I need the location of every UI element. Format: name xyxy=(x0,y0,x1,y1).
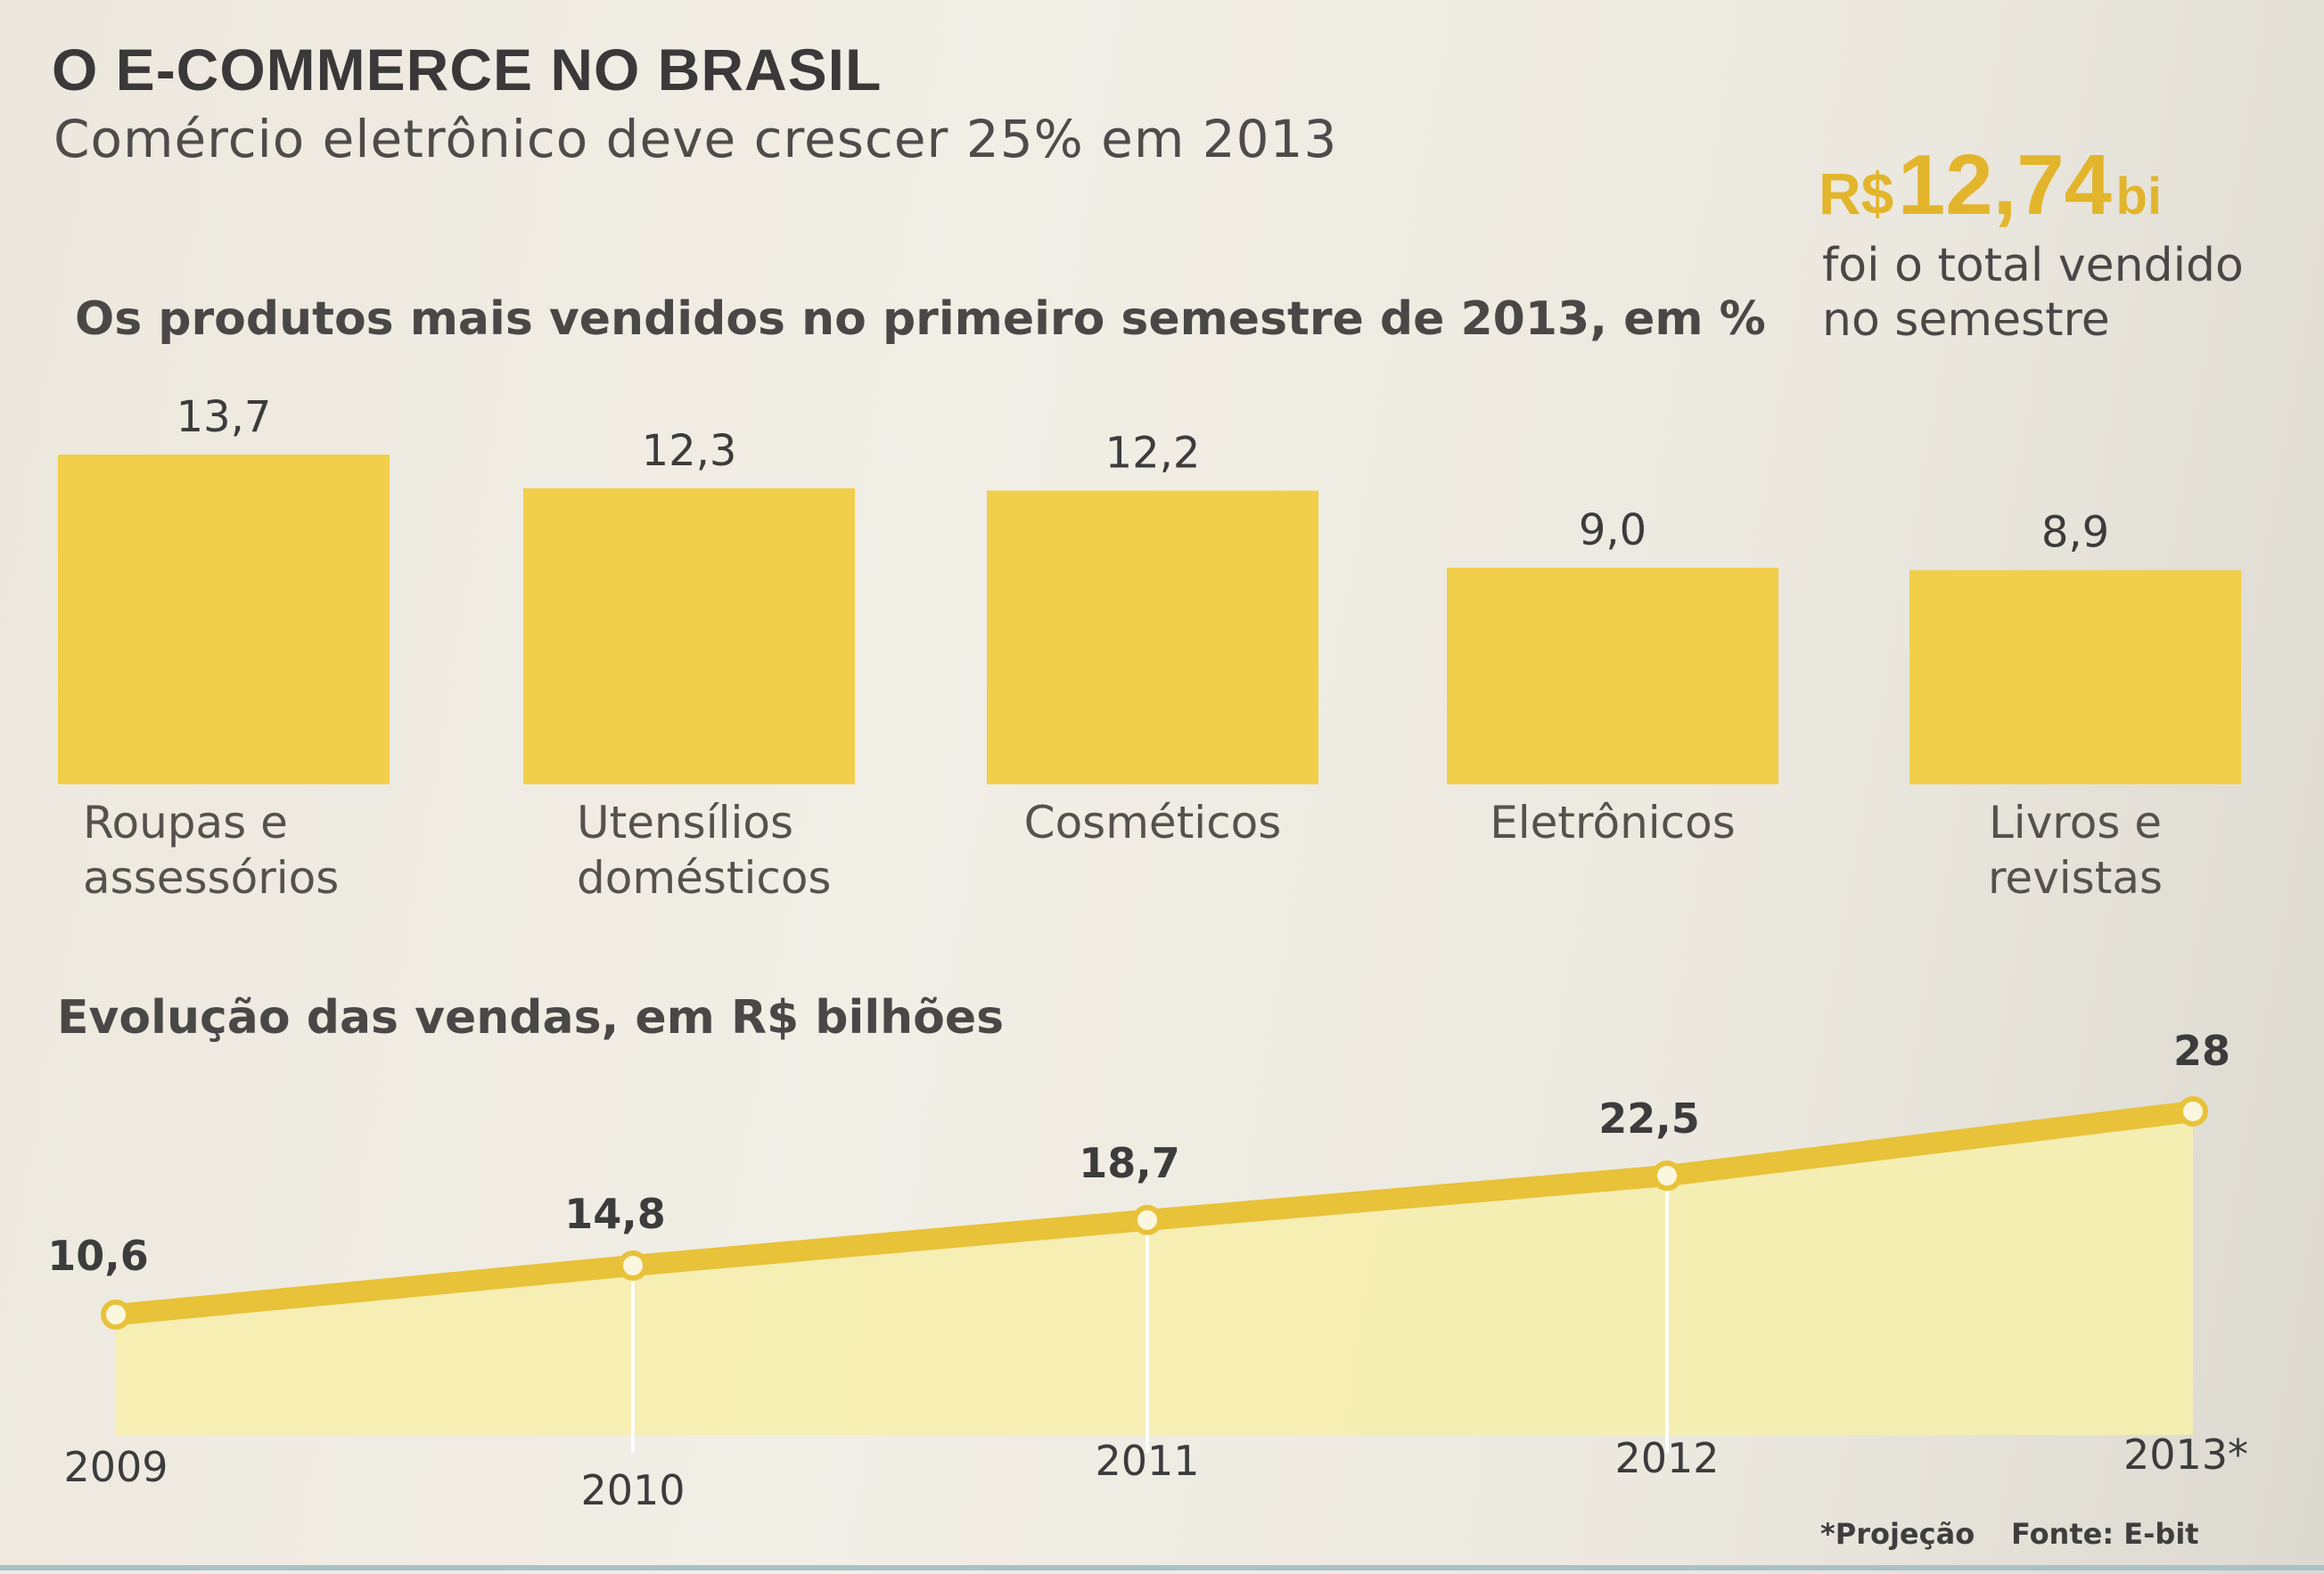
bar-category-label: Eletrônicos xyxy=(1490,797,1736,848)
bar xyxy=(58,455,390,784)
highlight-caption: foi o total vendido no semestre xyxy=(1822,239,2286,348)
bottom-rule xyxy=(0,1565,2324,1570)
bar xyxy=(523,488,855,784)
bar-value-label: 12,2 xyxy=(1105,429,1201,479)
highlight-unit: bi xyxy=(2115,168,2163,225)
year-label: 2013* xyxy=(2123,1431,2248,1479)
year-label: 2010 xyxy=(580,1466,685,1514)
page-subtitle: Comércio eletrônico deve crescer 25% em … xyxy=(53,109,1338,169)
area-chart: 10,6 2009 14,8 2010 18,7 2011 22,5 2012 28 2013* xyxy=(47,1027,2248,1514)
point-value-label: 18,7 xyxy=(1079,1139,1180,1187)
year-label: 2011 xyxy=(1095,1437,1199,1485)
bar-category-label: revistas xyxy=(1988,852,2163,904)
data-point xyxy=(101,1299,131,1330)
point-value-label: 14,8 xyxy=(564,1190,666,1238)
page-title: O E-COMMERCE NO BRASIL xyxy=(52,37,883,102)
bar-value-label: 9,0 xyxy=(1579,505,1647,555)
point-value-label: 22,5 xyxy=(1598,1094,1700,1143)
bar-value-label: 13,7 xyxy=(177,392,272,442)
bar-chart-title: Os produtos mais vendidos no primeiro se… xyxy=(75,292,1766,346)
data-point xyxy=(618,1250,648,1281)
line-chart-title: Evolução das vendas, em R$ bilhões xyxy=(57,991,1005,1045)
highlight-number: 12,74 xyxy=(1897,137,2113,233)
bar-category-label: Utensílios xyxy=(577,797,793,848)
highlight-caption-line: no semestre xyxy=(1822,293,2110,348)
bar xyxy=(1909,570,2241,784)
bar-value-label: 8,9 xyxy=(2041,508,2109,558)
source-note: Fonte: E-bit xyxy=(2011,1517,2199,1551)
data-point xyxy=(1132,1204,1162,1235)
highlight-currency: R$ xyxy=(1819,160,1894,226)
bar-value-label: 12,3 xyxy=(642,426,737,476)
bar xyxy=(987,490,1318,784)
year-label: 2009 xyxy=(63,1443,168,1491)
point-value-label: 10,6 xyxy=(47,1232,149,1280)
year-label: 2012 xyxy=(1614,1434,1719,1482)
bar-category-label: Livros e xyxy=(1989,797,2162,848)
data-point xyxy=(1652,1160,1682,1192)
bar-category-label: assessórios xyxy=(83,852,339,904)
bar-category-label: domésticos xyxy=(577,852,831,904)
bar xyxy=(1447,567,1778,784)
area-fill xyxy=(116,1111,2193,1435)
data-point xyxy=(2178,1096,2208,1127)
bar-category-label: Cosméticos xyxy=(1024,797,1282,848)
highlight-value: R$ 12,74 bi xyxy=(1819,143,2162,228)
footnote: *Projeção xyxy=(1820,1517,1975,1551)
point-value-label: 28 xyxy=(2173,1027,2230,1075)
bar-category-label: Roupas e xyxy=(83,797,288,848)
highlight-caption-line: foi o total vendido xyxy=(1822,239,2244,292)
